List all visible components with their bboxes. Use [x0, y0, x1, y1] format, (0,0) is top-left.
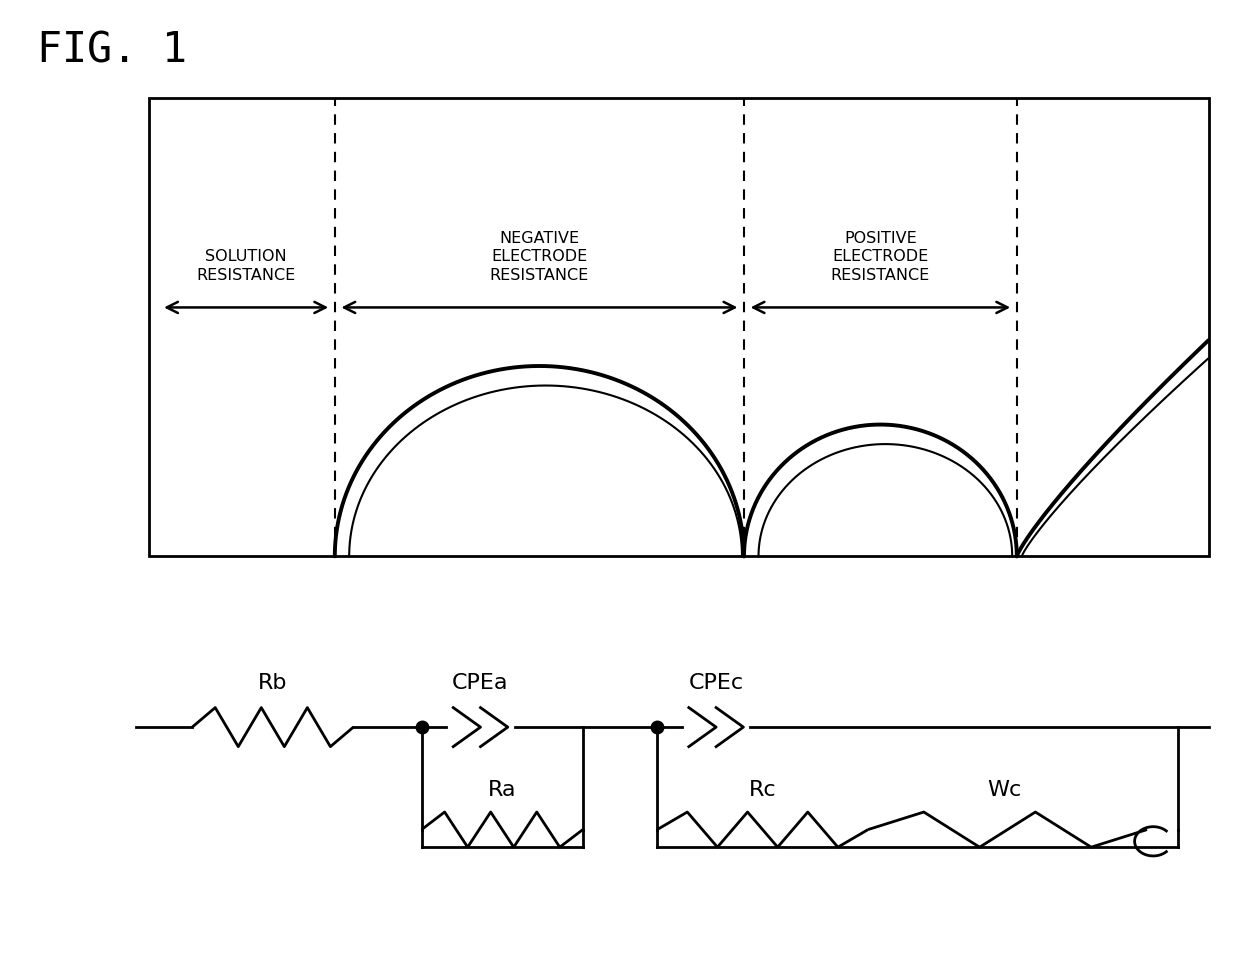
Text: CPEa: CPEa	[453, 673, 508, 693]
Text: Rb: Rb	[258, 673, 288, 693]
Text: Ra: Ra	[489, 781, 516, 800]
Text: POSITIVE
ELECTRODE
RESISTANCE: POSITIVE ELECTRODE RESISTANCE	[831, 231, 930, 283]
Text: NEGATIVE
ELECTRODE
RESISTANCE: NEGATIVE ELECTRODE RESISTANCE	[490, 231, 589, 283]
Text: CPEc: CPEc	[688, 673, 744, 693]
Text: FIG. 1: FIG. 1	[37, 29, 187, 71]
Text: Rc: Rc	[749, 781, 776, 800]
Text: Wc: Wc	[987, 781, 1022, 800]
Text: SOLUTION
RESISTANCE: SOLUTION RESISTANCE	[196, 250, 295, 283]
